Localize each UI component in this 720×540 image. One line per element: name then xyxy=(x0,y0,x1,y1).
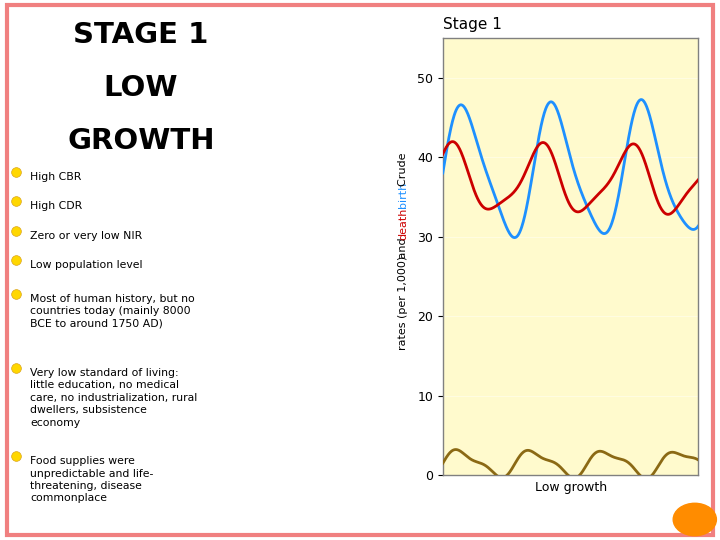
Text: birth: birth xyxy=(398,181,408,207)
Text: Stage 1: Stage 1 xyxy=(443,17,502,32)
Text: Crude: Crude xyxy=(398,149,408,186)
Text: rates (per 1,000): rates (per 1,000) xyxy=(398,255,408,349)
Text: death: death xyxy=(398,208,408,240)
Text: Low population level: Low population level xyxy=(30,260,143,271)
Text: Most of human history, but no
countries today (mainly 8000
BCE to around 1750 AD: Most of human history, but no countries … xyxy=(30,294,195,329)
Text: GROWTH: GROWTH xyxy=(67,127,215,155)
Text: High CBR: High CBR xyxy=(30,172,81,182)
Text: and: and xyxy=(398,234,408,262)
Text: STAGE 1: STAGE 1 xyxy=(73,21,209,49)
Text: High CDR: High CDR xyxy=(30,201,82,211)
Circle shape xyxy=(673,503,716,536)
Text: Zero or very low NIR: Zero or very low NIR xyxy=(30,231,143,241)
Text: Very low standard of living:
little education, no medical
care, no industrializa: Very low standard of living: little educ… xyxy=(30,368,197,428)
Text: LOW: LOW xyxy=(104,74,178,102)
Text: Food supplies were
unpredictable and life-
threatening, disease
commonplace: Food supplies were unpredictable and lif… xyxy=(30,456,153,503)
X-axis label: Low growth: Low growth xyxy=(534,481,607,494)
